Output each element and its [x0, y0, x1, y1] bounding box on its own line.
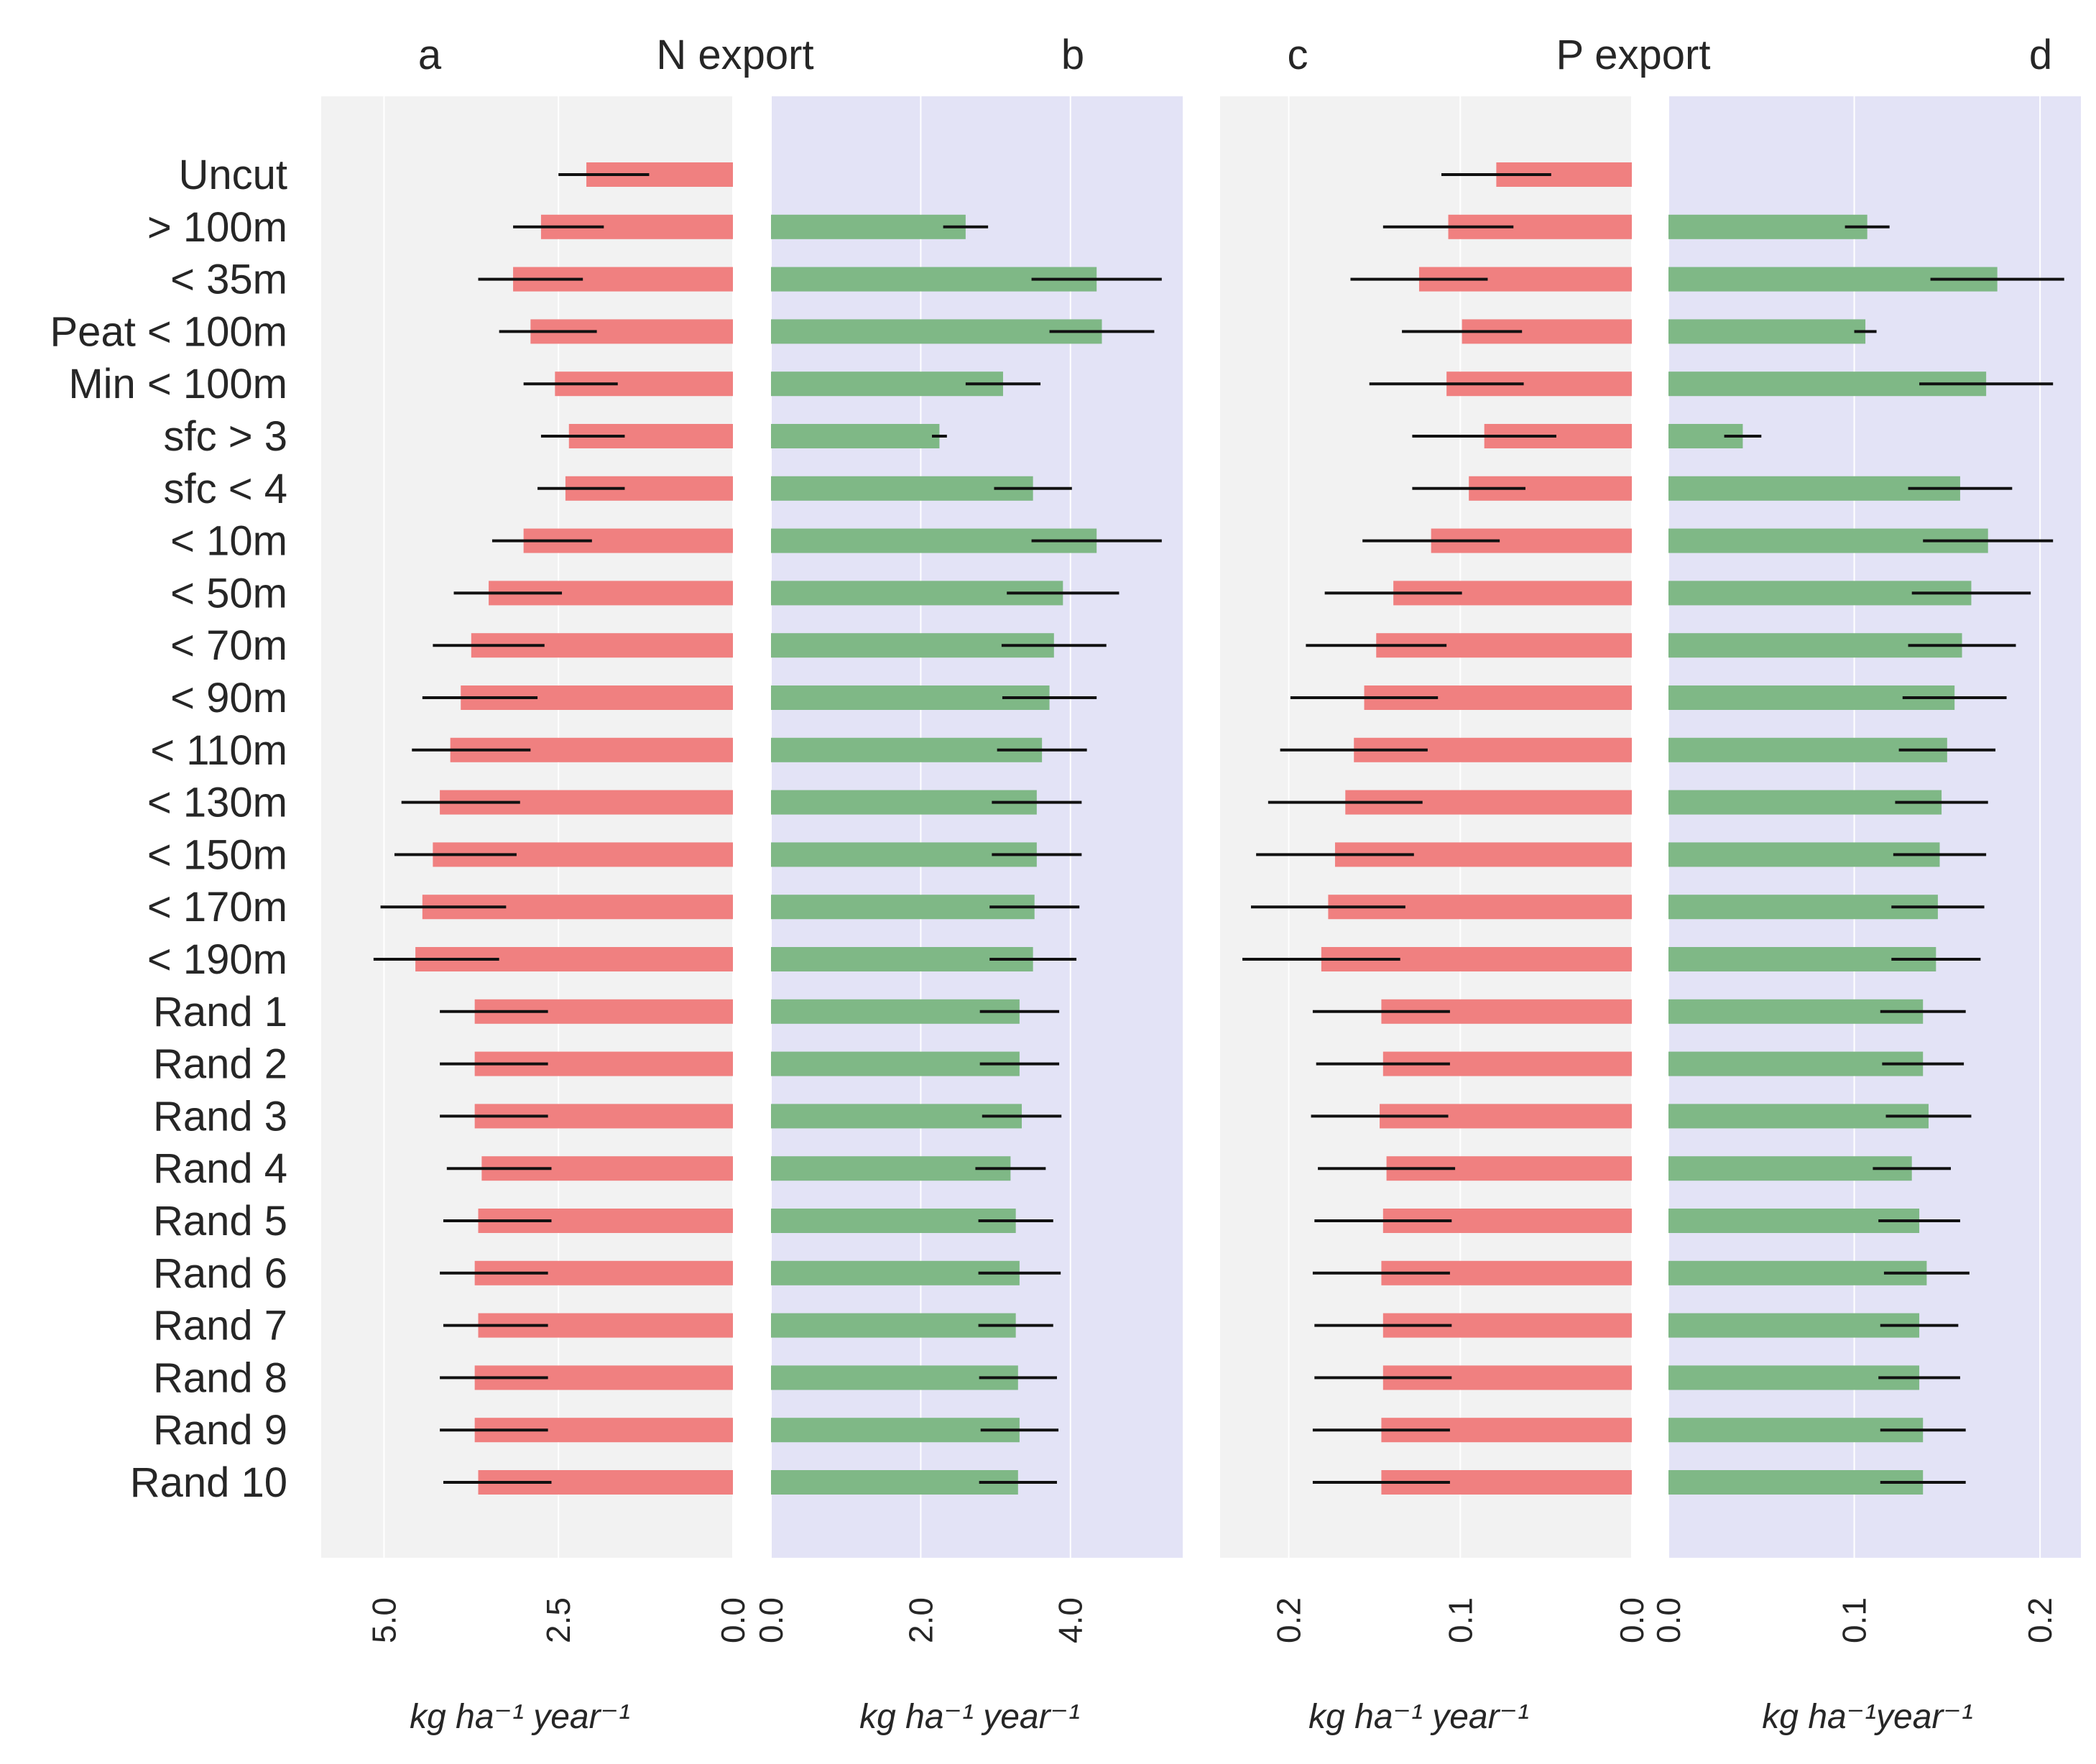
n-export-title: N export	[656, 32, 813, 78]
bar	[771, 1260, 1020, 1285]
axis-label: kg ha⁻¹ year⁻¹	[859, 1698, 1080, 1736]
panel-b-background	[771, 96, 1183, 1558]
tick-label: 0.0	[1613, 1597, 1651, 1643]
panel-letter: c	[1288, 32, 1308, 78]
bar	[771, 424, 940, 448]
bar	[1668, 1051, 1924, 1076]
bar	[771, 737, 1043, 762]
bar	[771, 1104, 1022, 1129]
bar	[771, 1470, 1018, 1495]
category-label: sfc < 4	[164, 466, 287, 512]
bar	[1668, 1313, 1920, 1338]
panel-titles: N export P export a b c d	[418, 32, 2052, 78]
bar	[1668, 214, 1868, 239]
category-label: < 150m	[147, 831, 287, 878]
category-label: Rand 6	[153, 1250, 287, 1297]
bar	[771, 1209, 1016, 1233]
bar	[771, 214, 966, 239]
bar	[771, 1051, 1020, 1076]
category-label: Rand 2	[153, 1041, 287, 1088]
category-label: < 130m	[147, 780, 287, 826]
tick-label: 0.0	[714, 1597, 752, 1643]
tick-label: 5.0	[365, 1597, 402, 1643]
category-label: Rand 8	[153, 1354, 287, 1401]
category-label: Rand 9	[153, 1407, 287, 1454]
axis-label: kg ha⁻¹ year⁻¹	[1308, 1698, 1529, 1736]
bar	[771, 999, 1020, 1024]
category-label: Rand 7	[153, 1303, 287, 1349]
category-label: Rand 5	[153, 1198, 287, 1245]
panel-letter: b	[1061, 32, 1084, 78]
error-bar-marks	[373, 173, 2064, 1484]
tick-label: 2.5	[540, 1597, 577, 1643]
bar	[1668, 1365, 1920, 1390]
category-label: Min < 100m	[68, 361, 287, 407]
tick-label: 0.2	[1270, 1597, 1308, 1643]
category-label: sfc > 3	[164, 413, 287, 460]
category-label: Rand 1	[153, 989, 287, 1035]
panel-backgrounds	[321, 96, 2081, 1558]
category-label: < 50m	[170, 570, 287, 617]
tick-label: 0.0	[1650, 1597, 1687, 1643]
category-label: < 170m	[147, 884, 287, 931]
category-label: Rand 10	[130, 1459, 287, 1506]
category-labels: Uncut > 100m < 35m Peat < 100m Min < 100m sfc…	[50, 152, 288, 1506]
category-label: Rand 4	[153, 1145, 287, 1192]
category-label: < 90m	[170, 675, 287, 721]
axis-label: kg ha⁻¹ year⁻¹	[410, 1698, 630, 1736]
bar	[771, 947, 1033, 971]
axis-label: kg ha⁻¹year⁻¹	[1762, 1698, 1972, 1736]
p-export-title: P export	[1556, 32, 1711, 78]
bar	[771, 476, 1033, 501]
category-label: > 100m	[147, 204, 287, 251]
bar	[771, 371, 1003, 397]
category-label: Rand 3	[153, 1093, 287, 1140]
bar	[1668, 1260, 1927, 1285]
tick-label: 4.0	[1052, 1597, 1089, 1643]
panel-c-background	[1220, 96, 1632, 1558]
category-label: Peat < 100m	[50, 308, 288, 355]
bar	[1668, 1104, 1929, 1129]
axis-tick-labels: 0.0 2.5 5.0 kg ha⁻¹ year⁻¹ 0.0 2.0 4.0 kg ha⁻¹ …	[365, 1597, 2059, 1736]
category-label: < 110m	[150, 727, 287, 774]
bar	[771, 1313, 1016, 1338]
category-label: < 190m	[147, 936, 287, 983]
tick-label: 0.1	[1836, 1597, 1873, 1643]
bar	[1668, 1156, 1912, 1181]
bar	[1668, 1209, 1920, 1233]
category-label: Uncut	[178, 152, 287, 198]
bar	[771, 1365, 1018, 1390]
bar	[771, 1418, 1020, 1443]
tick-label: 0.0	[752, 1597, 790, 1643]
tick-label: 0.2	[2021, 1597, 2059, 1643]
tick-label: 0.1	[1441, 1597, 1479, 1643]
tick-label: 2.0	[902, 1597, 939, 1643]
panel-letter: d	[2029, 32, 2052, 78]
bar	[1668, 319, 1866, 344]
bar	[771, 1156, 1011, 1181]
panel-letter: a	[418, 32, 442, 78]
category-label: < 35m	[170, 257, 287, 303]
panel-d-background	[1668, 96, 2081, 1558]
panel-a-background	[321, 96, 733, 1558]
category-label: < 70m	[170, 622, 287, 669]
category-label: < 10m	[170, 518, 287, 565]
bar	[771, 319, 1102, 344]
